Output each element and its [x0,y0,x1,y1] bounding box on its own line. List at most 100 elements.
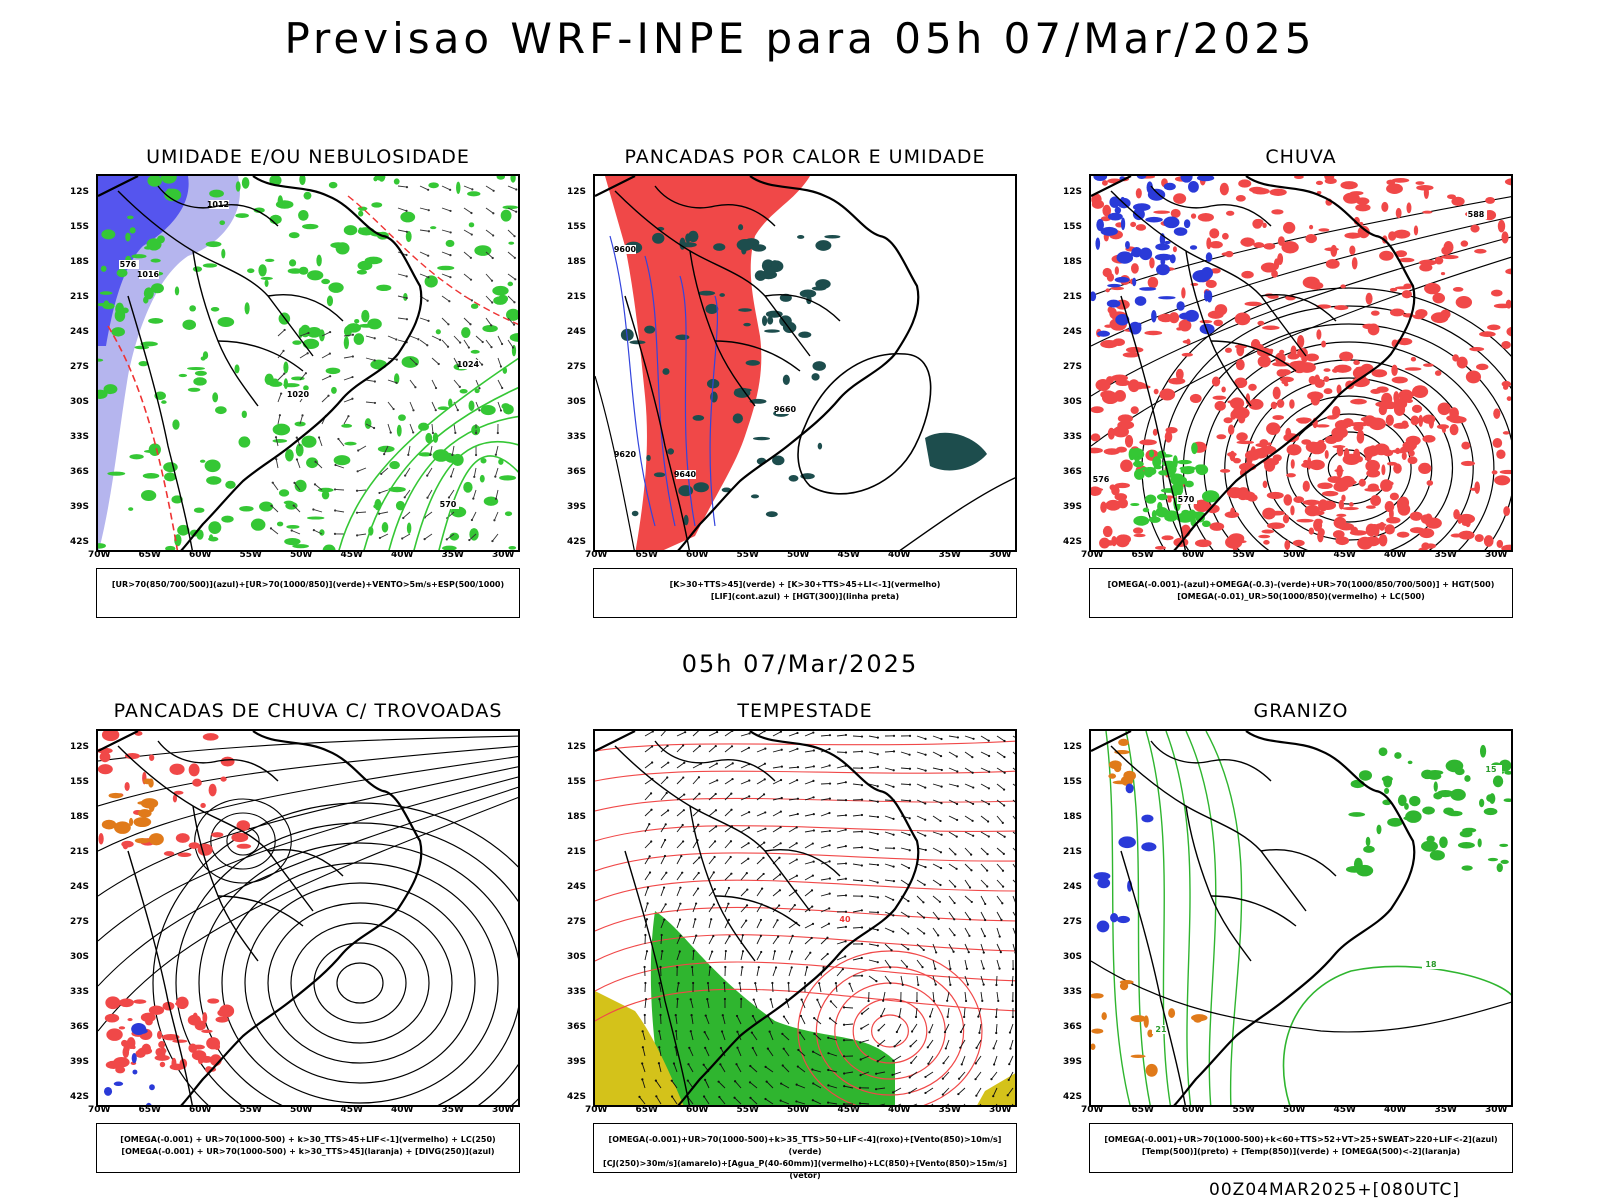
wind-vector-head [828,747,831,751]
wind-vector-head [908,1091,911,1094]
wind-vector-head [513,301,516,304]
wind-vector [925,1087,934,1094]
wind-vector-head [682,809,685,812]
wind-vector [688,1047,694,1057]
wind-vector [419,185,429,191]
wind-vector [706,999,710,1009]
wind-vector-head [472,497,475,500]
weak-ascent-area [1145,216,1163,223]
wind-vector-head [650,808,653,811]
wind-vector-head [860,735,864,738]
latitude-label: 27S [567,362,587,372]
rain-area [1349,502,1354,507]
convective-area [667,448,675,455]
country-border [1120,295,1186,550]
wind-vector-head [999,951,1002,954]
country-border [1110,190,1307,357]
wind-vector-head [987,739,990,742]
wind-vector-head [971,819,974,822]
rain-area [1117,498,1128,509]
wind-vector [868,751,878,755]
wind-vector-head [859,1074,862,1077]
wind-vector-head [501,386,504,390]
wind-vector-head [1001,885,1005,888]
wind-vector-head [910,1030,914,1033]
wind-vector-head [664,903,667,906]
wind-vector-head [447,323,450,326]
rain-area [1117,414,1133,423]
rain-area [1170,208,1181,218]
wind-vector [708,872,715,881]
wind-vector-head [939,851,943,854]
wind-vector [379,489,389,494]
rain-area [1371,369,1388,378]
wind-vector [868,783,878,787]
wind-vector-head [829,1000,832,1003]
wind-vector [766,1081,774,1089]
wind-vector-head [844,751,848,754]
weak-ascent-area [1163,216,1180,229]
longitude-label: 55W [1232,1105,1255,1115]
thunderstorm-area [133,999,147,1004]
wind-vector [893,1055,902,1062]
wind-vector-head [811,842,814,845]
wind-vector-head [952,950,955,953]
wind-vector-head [982,951,985,954]
thunderstorm-area [192,1044,205,1050]
wind-vector [692,776,700,785]
wind-vector [900,975,904,985]
wind-vector-head [356,470,359,473]
wind-vector [419,251,429,257]
low-level-humidity-cell [299,324,311,338]
wind-vector-head [955,867,958,870]
low-level-humidity-cell [210,307,220,312]
panel-title: PANCADAS POR CALOR E UMIDADE [624,146,986,168]
rain-area [1410,415,1420,426]
svg-text:9600: 9600 [614,245,637,254]
rain-area [1241,270,1254,279]
rain-area [1418,259,1437,266]
wind-vector-head [860,750,864,753]
rain-area [1281,241,1299,254]
rain-area [1456,356,1468,369]
weak-ascent-area [1125,240,1130,250]
rain-area [1284,539,1291,550]
rain-area [1194,539,1212,548]
wind-vector-head [813,1032,816,1035]
wind-vector-head [908,1076,911,1079]
wind-vector [441,251,451,256]
wind-vector [401,533,411,539]
wind-vector-head [934,967,937,970]
latitude-label: 21S [567,292,587,302]
rain-area [1396,499,1402,510]
wind-vector-head [681,871,684,874]
rain-area [1422,363,1434,367]
low-level-humidity-cell [361,309,370,323]
wind-vector [788,826,797,833]
wind-vector [980,815,989,822]
rain-area [1315,180,1324,186]
intense-ascent-area [1161,460,1176,467]
wind-vector-head [934,983,937,986]
rain-area [1130,221,1137,228]
wind-vector-head [648,871,652,874]
low-level-humidity-cell [400,211,416,223]
wind-vector-head [923,932,926,935]
upward-motion-area [1091,1043,1096,1050]
rain-area [1317,528,1325,537]
rain-area [1323,368,1331,372]
latitude-label: 24S [70,882,90,892]
wind-vector [765,1098,774,1105]
rain-area [1270,401,1277,410]
low-level-humidity-cell [264,279,269,288]
low-level-humidity-cell [328,181,338,189]
longitude-label: 30W [1485,1105,1508,1115]
rain-area [1336,464,1343,478]
legend-line: [UR>70(850/700/500)](azul)+[UR>70(1000/8… [111,580,505,589]
wind-vector-head [434,409,437,412]
wind-vector-head [826,952,829,956]
wind-vector [772,731,782,737]
wind-vector [772,951,776,961]
wind-vector [1011,975,1014,986]
low-level-humidity-cell [200,356,206,361]
